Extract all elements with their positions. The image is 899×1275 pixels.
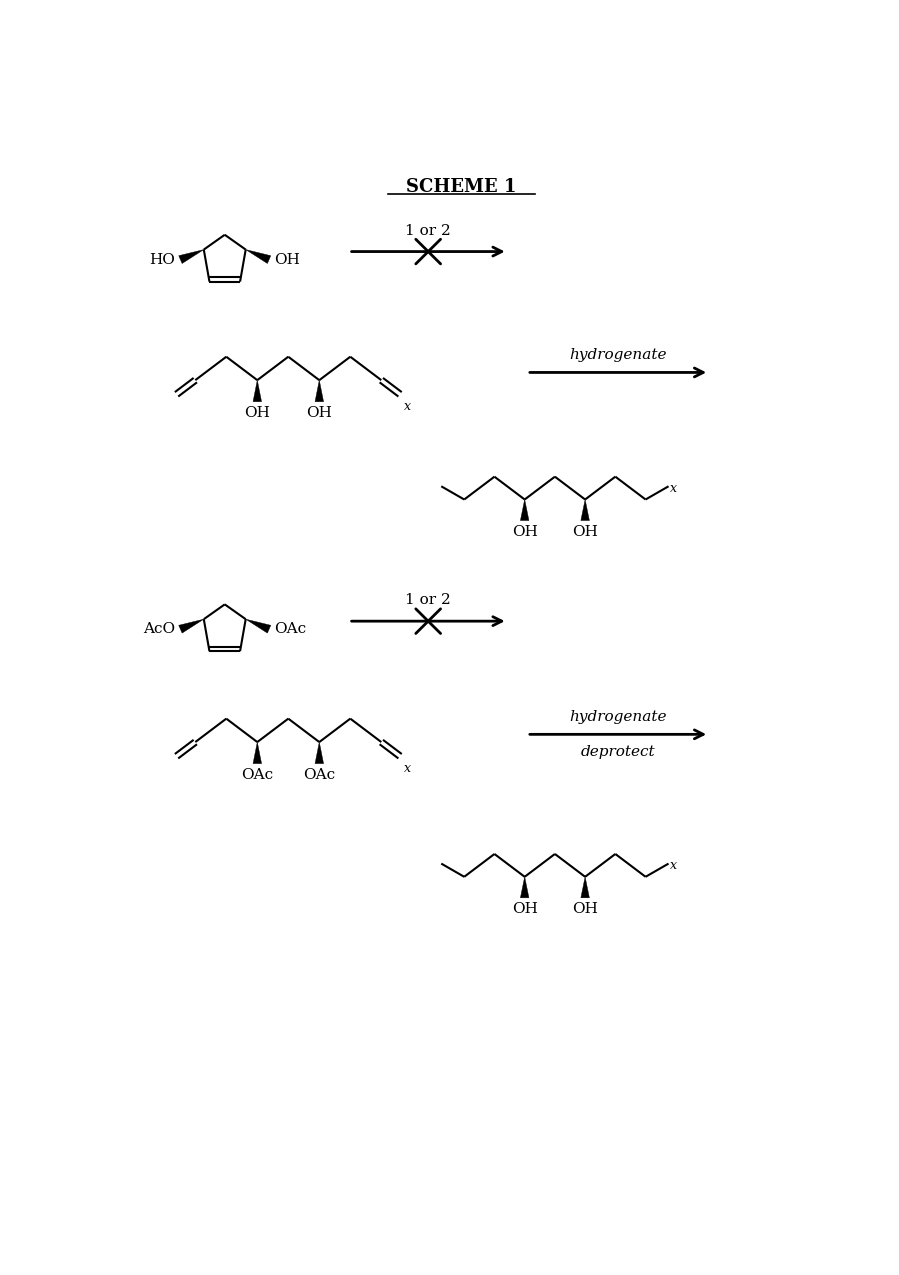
Polygon shape: [253, 380, 262, 402]
Text: SCHEME 1: SCHEME 1: [406, 179, 516, 196]
Text: HO: HO: [149, 252, 175, 266]
Polygon shape: [245, 620, 271, 634]
Polygon shape: [179, 250, 204, 264]
Text: deprotect: deprotect: [581, 745, 655, 759]
Text: OH: OH: [572, 903, 598, 917]
Text: OAc: OAc: [274, 622, 307, 636]
Text: OH: OH: [274, 252, 300, 266]
Text: OH: OH: [572, 525, 598, 539]
Text: x: x: [670, 859, 677, 872]
Polygon shape: [315, 380, 324, 402]
Polygon shape: [521, 500, 529, 520]
Polygon shape: [245, 250, 271, 264]
Text: OH: OH: [245, 407, 271, 421]
Text: OAc: OAc: [303, 769, 335, 783]
Text: OH: OH: [512, 903, 538, 917]
Text: hydrogenate: hydrogenate: [569, 710, 667, 724]
Polygon shape: [315, 742, 324, 764]
Polygon shape: [581, 500, 590, 520]
Text: OH: OH: [512, 525, 538, 539]
Text: OH: OH: [307, 407, 333, 421]
Text: OAc: OAc: [241, 769, 273, 783]
Polygon shape: [253, 742, 262, 764]
Text: 1 or 2: 1 or 2: [405, 593, 451, 607]
Polygon shape: [521, 877, 529, 898]
Text: 1 or 2: 1 or 2: [405, 223, 451, 237]
Polygon shape: [581, 877, 590, 898]
Polygon shape: [179, 620, 204, 634]
Text: x: x: [404, 400, 411, 413]
Text: x: x: [404, 762, 411, 775]
Text: hydrogenate: hydrogenate: [569, 348, 667, 362]
Text: x: x: [670, 482, 677, 495]
Text: AcO: AcO: [143, 622, 175, 636]
